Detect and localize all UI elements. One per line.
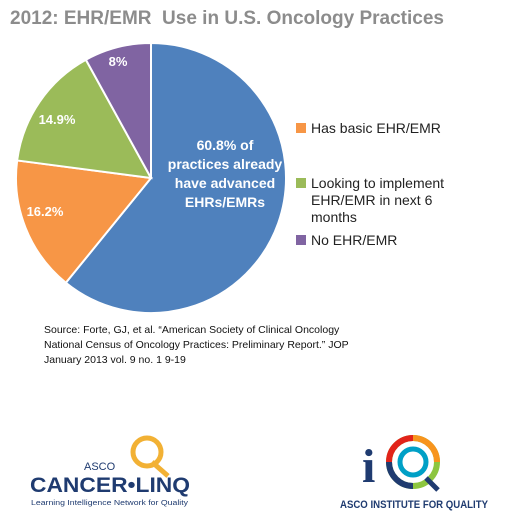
legend-item-none: No EHR/EMR bbox=[296, 232, 496, 249]
pie-chart bbox=[15, 41, 287, 314]
iq-i-glyph: i bbox=[362, 440, 375, 493]
slice-advanced bbox=[64, 41, 287, 314]
slice-label-implementing: 14.9% bbox=[38, 112, 76, 127]
legend-item-basic: Has basic EHR/EMR bbox=[296, 120, 496, 137]
legend-swatch-implementing bbox=[296, 178, 306, 188]
slice-label-none: 8% bbox=[108, 54, 128, 69]
slice-label-advanced-value: 60.8% bbox=[196, 137, 237, 153]
chart-title: 2012: EHR/EMR Use in U.S. Oncology Pract… bbox=[10, 8, 444, 29]
logo-asco-top: ASCO bbox=[84, 461, 116, 473]
cancerlinq-q-ring bbox=[130, 435, 164, 469]
cancerlinq-logo: ASCO CANCER•LINQ Learning Intelligence N… bbox=[30, 435, 190, 507]
legend-swatch-none bbox=[296, 235, 306, 245]
legend-swatch-basic bbox=[296, 123, 306, 133]
logo-asco-main: CANCER•LINQ bbox=[30, 474, 190, 497]
slice-none bbox=[84, 41, 152, 179]
iq-q-tail bbox=[424, 476, 440, 492]
iq-ring-arc-orange bbox=[412, 435, 440, 463]
legend-item-implementing: Looking to implement EHR/EMR in next 6 m… bbox=[296, 175, 461, 226]
slice-label-advanced: 60.8% of practices already have advanced… bbox=[165, 136, 285, 212]
legend-label-none: No EHR/EMR bbox=[311, 232, 398, 248]
legend-label-basic: Has basic EHR/EMR bbox=[311, 120, 441, 136]
slice-basic bbox=[15, 159, 153, 285]
iq-logo: i ASCO INSTITUTE FOR QUALITY bbox=[340, 435, 489, 511]
slice-label-basic: 16.2% bbox=[26, 204, 64, 219]
logo-iq-text: ASCO INSTITUTE FOR QUALITY bbox=[340, 499, 489, 511]
iq-ring-arc-blue bbox=[386, 461, 414, 489]
source-citation: Source: Forte, GJ, et al. “American Soci… bbox=[44, 324, 349, 366]
iq-ring-inner bbox=[397, 446, 429, 478]
slice-implementing bbox=[16, 58, 153, 180]
logo-asco-tagline: Learning Intelligence Network for Qualit… bbox=[31, 500, 189, 507]
iq-ring-arc-red bbox=[386, 435, 414, 463]
legend-label-implementing: Looking to implement EHR/EMR in next 6 m… bbox=[311, 175, 445, 225]
slice-label-advanced-text: of practices already have advanced EHRs/… bbox=[167, 137, 283, 210]
cancerlinq-q-tail bbox=[150, 460, 170, 478]
